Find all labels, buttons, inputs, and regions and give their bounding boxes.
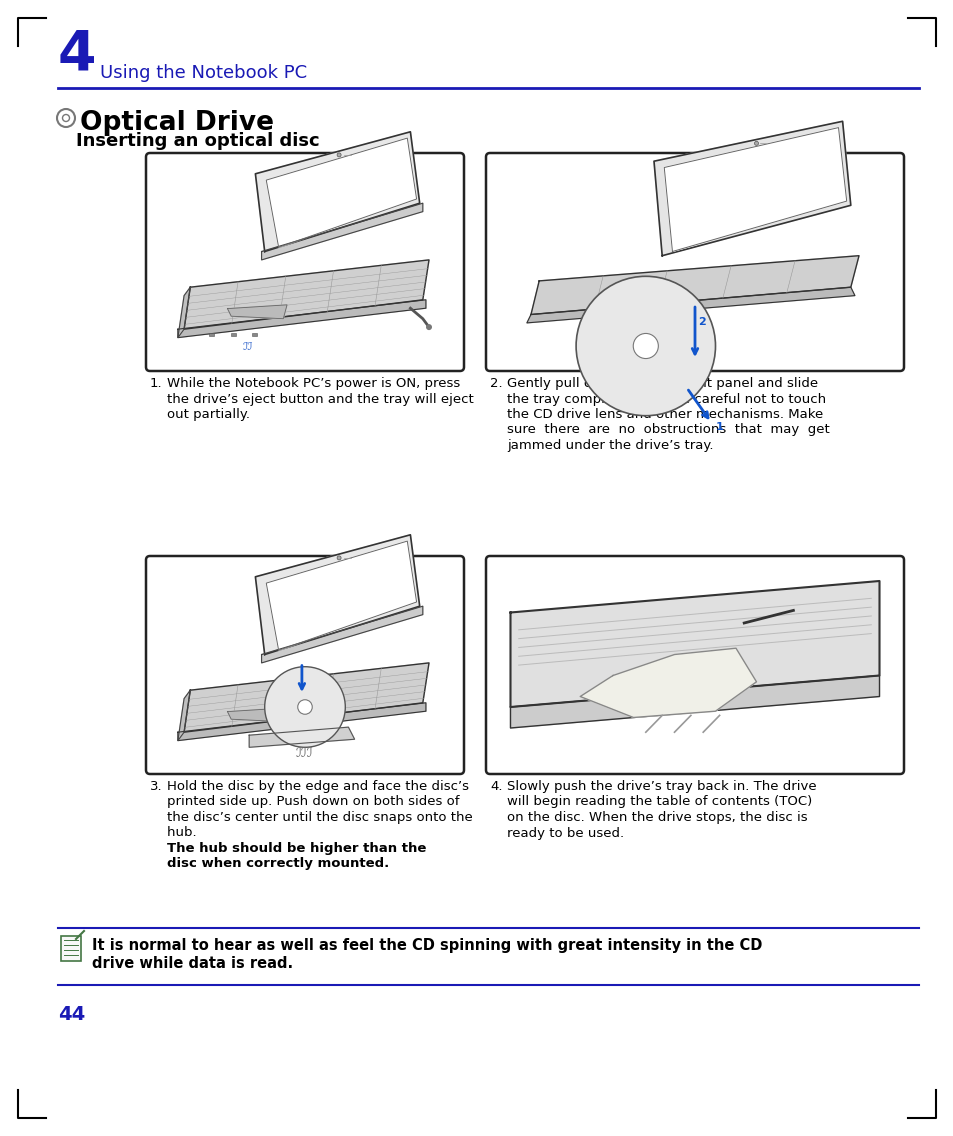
Text: drive while data is read.: drive while data is read.	[91, 957, 293, 971]
Text: 2.: 2.	[490, 377, 502, 390]
Polygon shape	[510, 676, 879, 728]
Text: printed side up. Push down on both sides of: printed side up. Push down on both sides…	[167, 795, 459, 809]
Circle shape	[633, 334, 658, 359]
Text: 1: 1	[715, 421, 722, 432]
FancyBboxPatch shape	[616, 291, 666, 307]
Polygon shape	[184, 663, 429, 733]
Polygon shape	[249, 727, 355, 747]
Text: 4: 4	[58, 28, 96, 82]
Polygon shape	[255, 132, 419, 251]
Bar	[231, 333, 235, 336]
Polygon shape	[526, 287, 854, 323]
Polygon shape	[510, 580, 879, 707]
Text: 2: 2	[698, 317, 705, 327]
Text: ℐℐ: ℐℐ	[243, 342, 253, 352]
Text: 44: 44	[58, 1005, 85, 1024]
Polygon shape	[261, 607, 422, 663]
Circle shape	[264, 667, 345, 747]
Text: on the disc. When the drive stops, the disc is: on the disc. When the drive stops, the d…	[506, 811, 807, 824]
Bar	[209, 333, 213, 336]
Text: 4.: 4.	[490, 780, 502, 793]
Polygon shape	[266, 541, 416, 650]
Text: Inserting an optical disc: Inserting an optical disc	[76, 132, 319, 150]
Bar	[252, 333, 257, 336]
Text: the drive’s eject button and the tray will eject: the drive’s eject button and the tray wi…	[167, 393, 474, 406]
Text: Using the Notebook PC: Using the Notebook PC	[100, 64, 307, 82]
Circle shape	[754, 141, 758, 145]
Polygon shape	[177, 300, 425, 337]
Polygon shape	[579, 649, 756, 718]
Polygon shape	[663, 127, 846, 251]
Polygon shape	[177, 691, 190, 741]
Text: ready to be used.: ready to be used.	[506, 827, 623, 840]
Text: Slowly push the drive’s tray back in. The drive: Slowly push the drive’s tray back in. Th…	[506, 780, 816, 793]
Text: sure  there  are  no  obstructions  that  may  get: sure there are no obstructions that may …	[506, 424, 829, 436]
Text: Optical Drive: Optical Drive	[80, 110, 274, 136]
Polygon shape	[261, 203, 422, 260]
FancyBboxPatch shape	[485, 153, 903, 371]
Polygon shape	[255, 535, 419, 654]
Text: The hub should be higher than the: The hub should be higher than the	[167, 842, 426, 855]
Text: will begin reading the table of contents (TOC): will begin reading the table of contents…	[506, 795, 811, 809]
Text: the disc’s center until the disc snaps onto the: the disc’s center until the disc snaps o…	[167, 811, 473, 824]
Text: the CD drive lens and other mechanisms. Make: the CD drive lens and other mechanisms. …	[506, 408, 822, 421]
Text: out partially.: out partially.	[167, 408, 250, 421]
Polygon shape	[227, 304, 287, 319]
Text: disc when correctly mounted.: disc when correctly mounted.	[167, 858, 389, 870]
Circle shape	[297, 700, 312, 715]
Bar	[61, 936, 81, 961]
Polygon shape	[177, 287, 190, 337]
Circle shape	[336, 556, 341, 560]
Text: hub.: hub.	[167, 827, 201, 840]
Text: While the Notebook PC’s power is ON, press: While the Notebook PC’s power is ON, pre…	[167, 377, 459, 390]
Circle shape	[336, 153, 341, 157]
Polygon shape	[227, 708, 287, 721]
Polygon shape	[654, 122, 850, 256]
Text: the tray completely out. Be careful not to touch: the tray completely out. Be careful not …	[506, 393, 825, 406]
Text: Gently pull on the drive’s front panel and slide: Gently pull on the drive’s front panel a…	[506, 377, 818, 390]
Text: Hold the disc by the edge and face the disc’s: Hold the disc by the edge and face the d…	[167, 780, 469, 793]
Text: 3.: 3.	[150, 780, 162, 793]
Text: 1.: 1.	[150, 377, 162, 390]
Text: jammed under the drive’s tray.: jammed under the drive’s tray.	[506, 438, 713, 452]
Polygon shape	[177, 703, 425, 741]
Circle shape	[576, 276, 715, 416]
FancyBboxPatch shape	[485, 556, 903, 774]
Text: ℐℐℐ: ℐℐℐ	[295, 746, 313, 760]
Polygon shape	[266, 139, 416, 248]
Polygon shape	[184, 260, 429, 329]
FancyBboxPatch shape	[146, 556, 463, 774]
FancyBboxPatch shape	[146, 153, 463, 371]
Text: It is normal to hear as well as feel the CD spinning with great intensity in the: It is normal to hear as well as feel the…	[91, 938, 761, 953]
Polygon shape	[531, 256, 858, 315]
Circle shape	[426, 324, 432, 331]
